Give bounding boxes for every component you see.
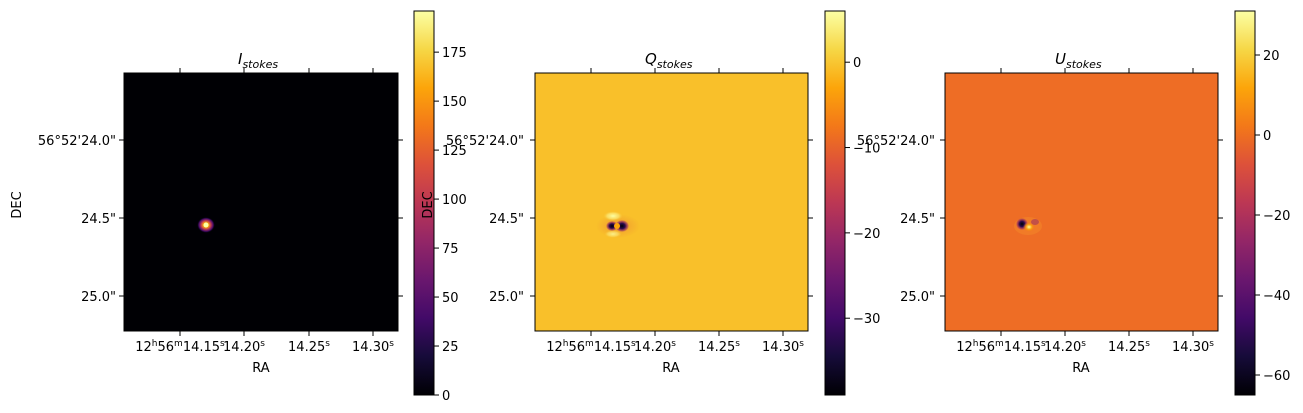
- panel-u-xlabel: RA: [1072, 361, 1090, 376]
- colorbar-tick-label: −30: [853, 312, 880, 327]
- colorbar-tick-label: −40: [1263, 289, 1290, 304]
- panel-i-source: [197, 217, 215, 233]
- colorbar-tick-label: −20: [1263, 209, 1290, 224]
- panel-i-xlabel: RA: [252, 361, 270, 376]
- panel-u-image: [945, 73, 1218, 331]
- panel-q-ytick-2: 25.0": [489, 290, 524, 305]
- panel-i-ytick-0: 56°52'24.0": [38, 134, 116, 149]
- panel-q-frame: [534, 72, 809, 332]
- colorbar-tick-label: −10: [853, 142, 880, 157]
- panel-q-colorbar: [824, 10, 846, 396]
- panel-q-title: Qstokes: [645, 50, 693, 71]
- panel-u-ytick-1: 24.5": [900, 212, 935, 227]
- panel-i-xtick-1: 14.20s: [223, 339, 265, 355]
- panel-q-source: [596, 211, 640, 238]
- panel-i-ticks: [119, 68, 403, 336]
- panel-u-xtick-1: 14.20s: [1044, 339, 1086, 355]
- colorbar-tick-label: 0: [853, 56, 861, 71]
- panel-u: Ustokes 12h56m14.15s 14.20s 14.25s 14.30…: [857, 10, 1290, 396]
- panel-u-xtick-2: 14.25s: [1108, 339, 1150, 355]
- panel-i-title: Istokes: [238, 50, 278, 71]
- panel-q-xtick-3: 14.30s: [762, 339, 804, 355]
- panel-u-ytick-2: 25.0": [900, 290, 935, 305]
- panel-q-ytick-0: 56°52'24.0": [446, 134, 524, 149]
- colorbar-tick-label: 150: [442, 95, 467, 110]
- panel-q-ticks: [530, 68, 813, 336]
- colorbar-tick-label: 175: [442, 46, 467, 61]
- panel-q-ylabel: DEC: [421, 191, 436, 218]
- panel-i-colorbar-ticks: 0 25 50 75 100 125 150 175: [434, 46, 467, 404]
- panel-q-ytick-1: 24.5": [489, 212, 524, 227]
- colorbar-tick-label: 20: [1263, 49, 1280, 64]
- panel-u-colorbar: [1234, 10, 1256, 396]
- panel-u-frame: [944, 72, 1219, 332]
- panel-q-image: [535, 73, 808, 331]
- panel-i-xtick-3: 14.30s: [352, 339, 394, 355]
- panel-q-xtick-2: 14.25s: [698, 339, 740, 355]
- panel-u-xtick-3: 14.30s: [1172, 339, 1214, 355]
- colorbar-tick-label: −20: [853, 227, 880, 242]
- panel-u-ytick-0: 56°52'24.0": [857, 134, 935, 149]
- panel-u-colorbar-ticks: 20 0 −20 −40 −60: [1255, 49, 1290, 384]
- panel-u-source: [1014, 217, 1042, 235]
- colorbar-tick-label: 50: [442, 291, 459, 306]
- panel-i-xtick-2: 14.25s: [288, 339, 330, 355]
- colorbar-tick-label: 25: [442, 340, 459, 355]
- panel-i-ytick-1: 24.5": [81, 212, 116, 227]
- panel-u-xtick-0: 12h56m14.15s: [956, 339, 1046, 355]
- panel-q-xtick-0: 12h56m14.15s: [546, 339, 636, 355]
- panel-q: Qstokes 12h56m14.15s 14.20s 14.25s 14.30…: [421, 10, 880, 396]
- colorbar-tick-label: 0: [442, 389, 450, 404]
- colorbar-tick-label: 75: [442, 242, 459, 257]
- panel-i-ylabel: DEC: [10, 191, 25, 218]
- panel-i-image: [124, 73, 398, 331]
- colorbar-tick-label: 100: [442, 193, 467, 208]
- panel-i-frame: [123, 72, 399, 332]
- colorbar-tick-label: −60: [1263, 369, 1290, 384]
- panel-u-ticks: [940, 68, 1223, 336]
- panel-i-colorbar: [413, 10, 435, 396]
- panel-q-xtick-1: 14.20s: [634, 339, 676, 355]
- panel-i: Istokes 12h56m14.15s 14.20s 14.25s 14.30…: [10, 10, 467, 404]
- panel-i-xtick-0: 12h56m14.15s: [135, 339, 225, 355]
- colorbar-tick-label: 125: [442, 144, 467, 159]
- panel-q-colorbar-ticks: 0 −10 −20 −30: [845, 56, 880, 327]
- panel-q-xlabel: RA: [662, 361, 680, 376]
- colorbar-tick-label: 0: [1263, 129, 1271, 144]
- panel-u-title: Ustokes: [1055, 50, 1102, 71]
- panel-i-ytick-2: 25.0": [81, 290, 116, 305]
